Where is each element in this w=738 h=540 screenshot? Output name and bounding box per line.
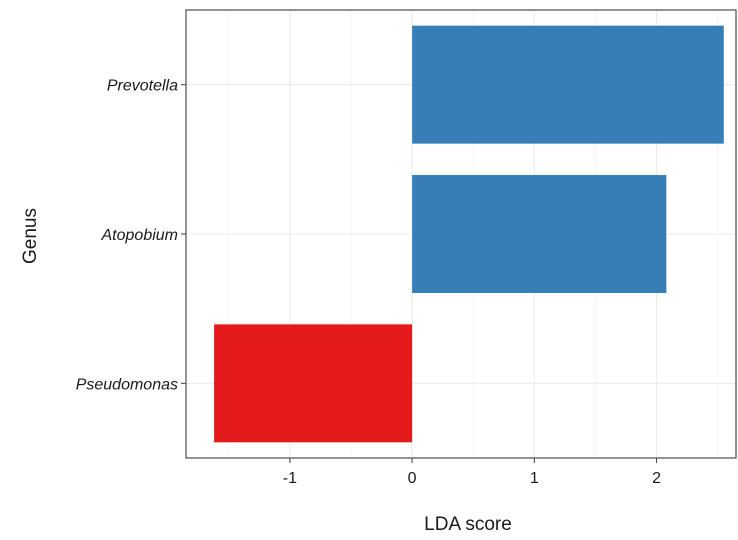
y-axis-title: Genus xyxy=(20,208,41,264)
bar-pseudomonas xyxy=(214,324,413,443)
tick-layer: -1 0 1 2 Prevotella Atopobium Pseudomonas xyxy=(76,78,661,487)
bar-atopobium xyxy=(412,175,667,293)
x-tick-label: -1 xyxy=(283,470,297,487)
bar-layer xyxy=(214,25,724,443)
x-tick-label: 1 xyxy=(530,470,539,487)
y-tick-label-prevotella: Prevotella xyxy=(107,78,178,95)
y-tick-label-pseudomonas: Pseudomonas xyxy=(76,376,178,393)
x-axis-title: LDA score xyxy=(424,514,512,535)
x-tick-label: 0 xyxy=(408,470,417,487)
bar-prevotella xyxy=(412,25,724,144)
x-tick-label: 2 xyxy=(652,470,661,487)
y-tick-label-atopobium: Atopobium xyxy=(101,227,179,244)
